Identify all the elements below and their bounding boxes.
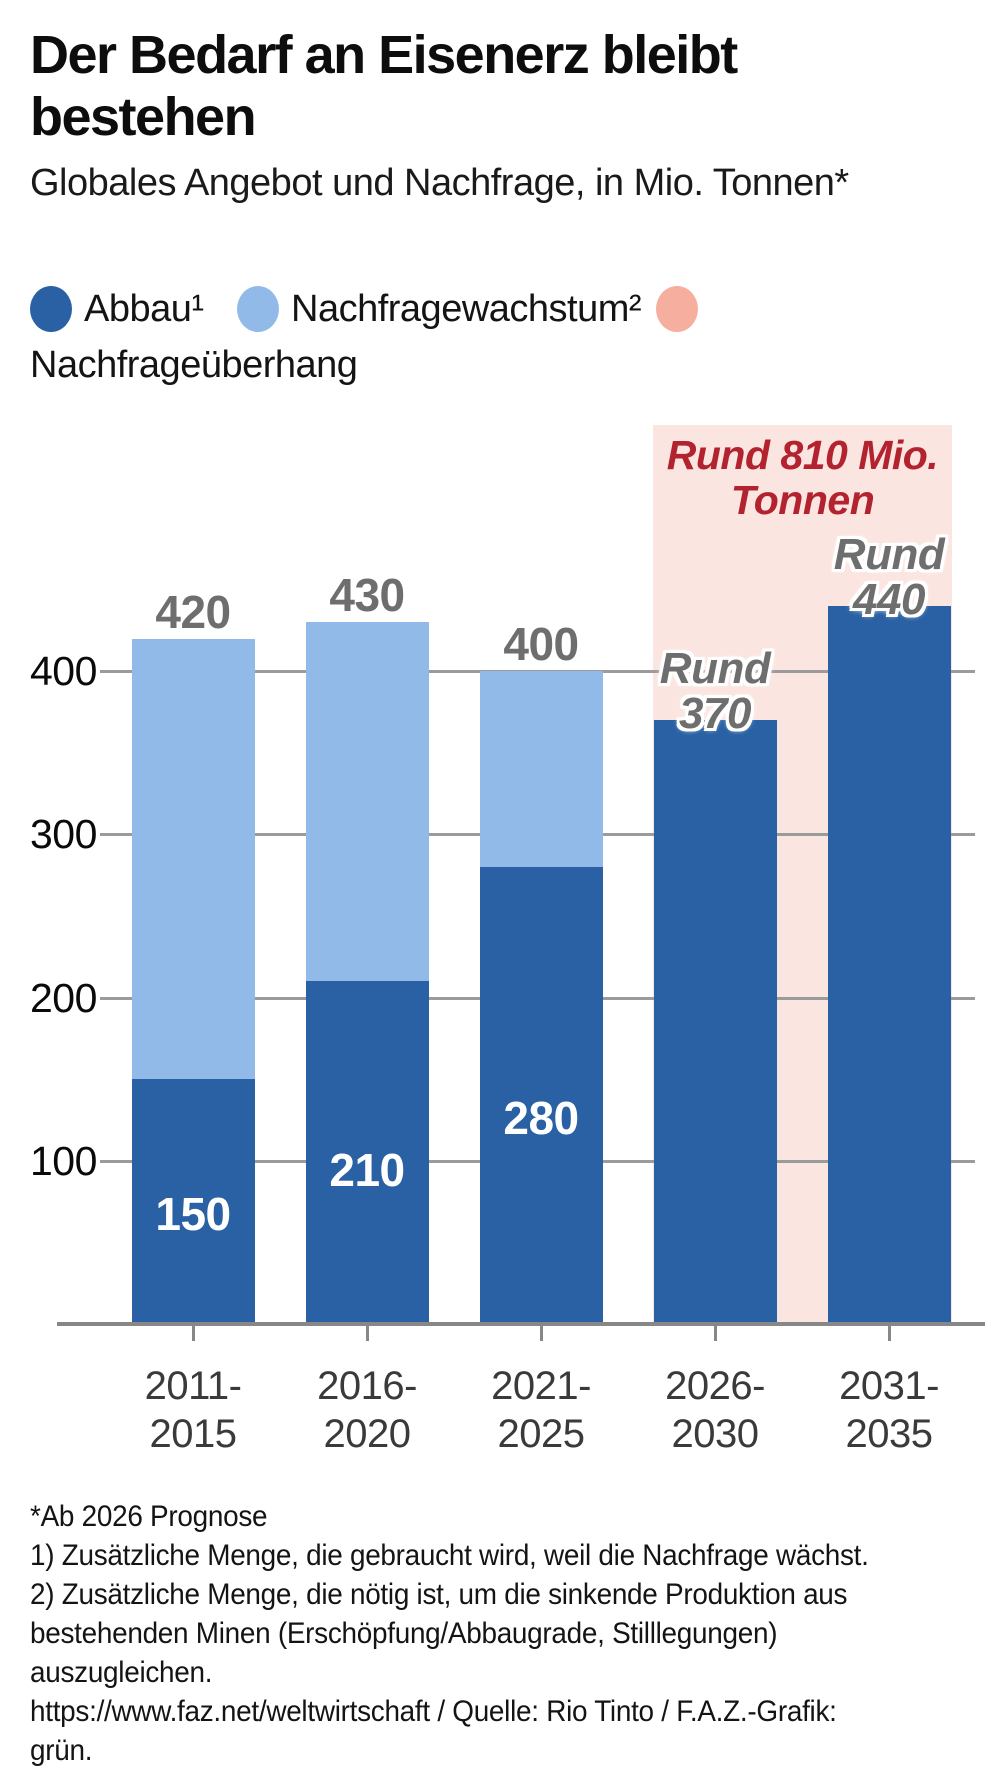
footnote-2-line-2: bestehenden Minen (Erschöpfung/Abbaugrad… [30, 1617, 778, 1650]
demand-gap-annotation: Rund 810 Mio. Tonnen [666, 432, 939, 523]
bar-abbau-2021-2025 [480, 867, 603, 1324]
x-axis-label-2026-2030: 2026- 2030 [665, 1364, 765, 1456]
bar-nachfragewachstum-2016-2020 [306, 622, 429, 982]
bar-total-label-420: 420 [155, 585, 231, 638]
legend-label-abbau: Abbau¹ [84, 288, 204, 330]
legend-label-nachfragewachstum: Nachfragewachstum² [291, 288, 642, 330]
legend-label-nachfrageueberhang: Nachfrageüberhang [30, 344, 358, 386]
bar-nachfragewachstum-2011-2015 [132, 638, 255, 1080]
chart-title: Der Bedarf an Eisenerz bleibt bestehen [30, 24, 738, 148]
bar-abbau-2031-2035 [828, 605, 951, 1324]
chart-subtitle: Globales Angebot und Nachfrage, in Mio. … [30, 162, 849, 204]
bar-abbau-2011-2015 [132, 1079, 255, 1324]
x-axis-tick-2026-2030 [714, 1326, 717, 1341]
legend-dot-abbau [30, 286, 72, 332]
bar-value-label-150: 150 [155, 1187, 231, 1240]
forecast-label-rund-440: Rund 440 [833, 529, 945, 624]
chart-title-line-1: Der Bedarf an Eisenerz bleibt [30, 25, 738, 85]
x-axis-label-2021-2025: 2021- 2025 [491, 1364, 591, 1456]
bar-value-label-280: 280 [503, 1092, 579, 1145]
x-axis-label-2031-2035: 2031- 2035 [839, 1364, 939, 1456]
chart-title-line-2: bestehen [30, 87, 257, 147]
forecast-label-rund-370: Rund 370 [659, 644, 771, 739]
x-axis-tick-2031-2035 [888, 1326, 891, 1341]
y-axis-label-200: 200 [30, 974, 97, 1021]
bar-abbau-2016-2020 [306, 981, 429, 1324]
footnotes: *Ab 2026 Prognose 1) Zusätzliche Menge, … [30, 1497, 997, 1787]
x-axis-tick-2021-2025 [540, 1326, 543, 1341]
y-axis-label-300: 300 [30, 811, 97, 858]
legend-dot-nachfrageueberhang [656, 286, 698, 332]
x-axis-tick-2016-2020 [366, 1326, 369, 1341]
source-line-1: https://www.faz.net/weltwirtschaft / Que… [30, 1695, 837, 1728]
x-axis-label-2011-2015: 2011- 2015 [144, 1364, 242, 1456]
legend-dot-nachfragewachstum [237, 286, 279, 332]
x-axis-tick-2011-2015 [192, 1326, 195, 1341]
footnote-2-line-1: 2) Zusätzliche Menge, die nötig ist, um … [30, 1578, 848, 1611]
x-axis-label-2016-2020: 2016- 2020 [317, 1364, 417, 1456]
y-axis-label-100: 100 [30, 1137, 97, 1184]
bar-value-label-210: 210 [329, 1143, 405, 1196]
bar-total-label-400: 400 [503, 618, 579, 671]
footnote-prognose: *Ab 2026 Prognose [30, 1500, 268, 1533]
bar-abbau-2026-2030 [654, 720, 777, 1324]
footnote-2-line-3: auszugleichen. [30, 1656, 213, 1689]
y-axis-label-400: 400 [30, 648, 97, 695]
footnote-1: 1) Zusätzliche Menge, die gebraucht wird… [30, 1539, 869, 1572]
bar-nachfragewachstum-2021-2025 [480, 671, 603, 868]
bar-total-label-430: 430 [329, 569, 405, 622]
source-line-2: grün. [30, 1734, 93, 1767]
x-axis-line [57, 1322, 985, 1326]
